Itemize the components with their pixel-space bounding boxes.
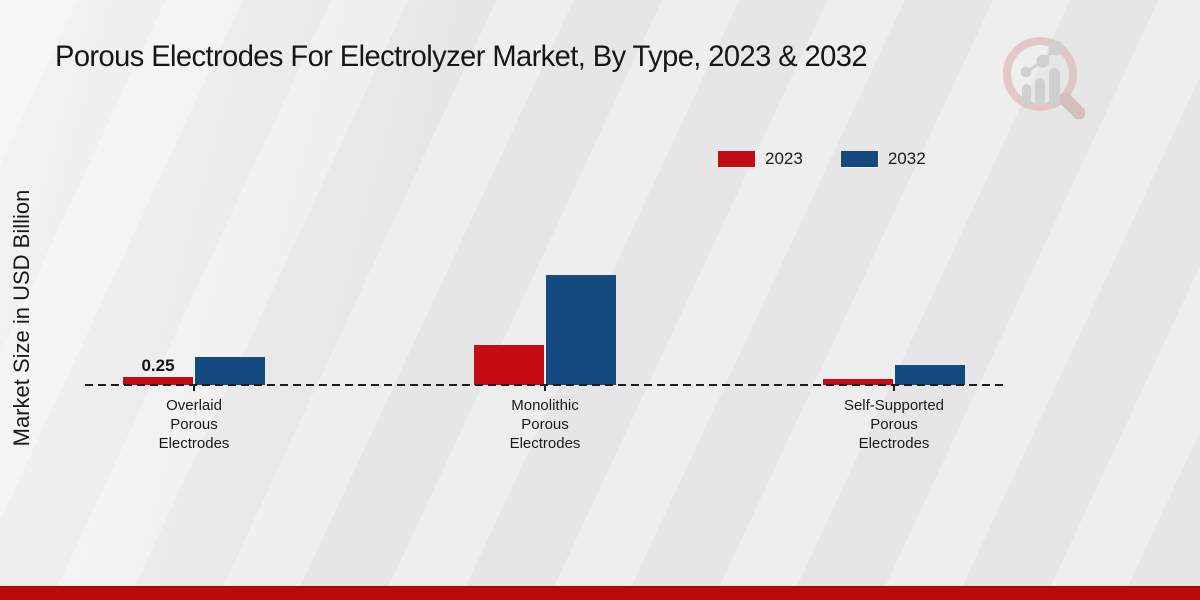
chart-title: Porous Electrodes For Electrolyzer Marke… xyxy=(55,40,868,73)
zero-baseline xyxy=(85,384,1007,386)
legend-label-2032: 2032 xyxy=(887,149,926,168)
bar-2023-self-supported-porous-electrodes xyxy=(823,379,893,385)
legend: 2023 2032 xyxy=(718,149,926,169)
logo-bars-icon xyxy=(1022,68,1060,105)
bar-2023-monolithic-porous-electrodes xyxy=(474,345,544,385)
legend-label-2023: 2023 xyxy=(765,149,803,168)
legend-swatch-2032 xyxy=(840,151,878,167)
legend-swatch-2023 xyxy=(718,151,755,167)
legend-item-2032: 2032 xyxy=(840,149,926,169)
logo-trend-dots-icon xyxy=(1020,40,1064,78)
bar-2032-overlaid-porous-electrodes xyxy=(195,357,265,385)
category-label-overlaid-porous-electrodes: Overlaid Porous Electrodes xyxy=(158,397,230,452)
category-label-self-supported-porous-electrodes: Self-Supported Porous Electrodes xyxy=(843,397,945,452)
magnifier-handle-icon xyxy=(1058,92,1086,120)
category-label-monolithic-porous-electrodes: Monolithic Porous Electrodes xyxy=(509,397,581,452)
magnifier-ring-icon xyxy=(1003,37,1077,111)
bar-2032-monolithic-porous-electrodes xyxy=(546,275,616,385)
bar-2023-overlaid-porous-electrodes xyxy=(123,377,193,385)
x-axis-tick-self-supported-porous-electrodes xyxy=(893,386,895,391)
legend-item-2023: 2023 xyxy=(718,149,803,169)
bar-2032-self-supported-porous-electrodes xyxy=(895,365,965,385)
brand-watermark-logo xyxy=(1003,37,1086,120)
footer-band xyxy=(0,586,1200,600)
x-axis-tick-monolithic-porous-electrodes xyxy=(544,386,546,391)
bar-value-label-2023-overlaid-porous-electrodes: 0.25 xyxy=(141,356,175,375)
x-axis-tick-overlaid-porous-electrodes xyxy=(193,386,195,391)
